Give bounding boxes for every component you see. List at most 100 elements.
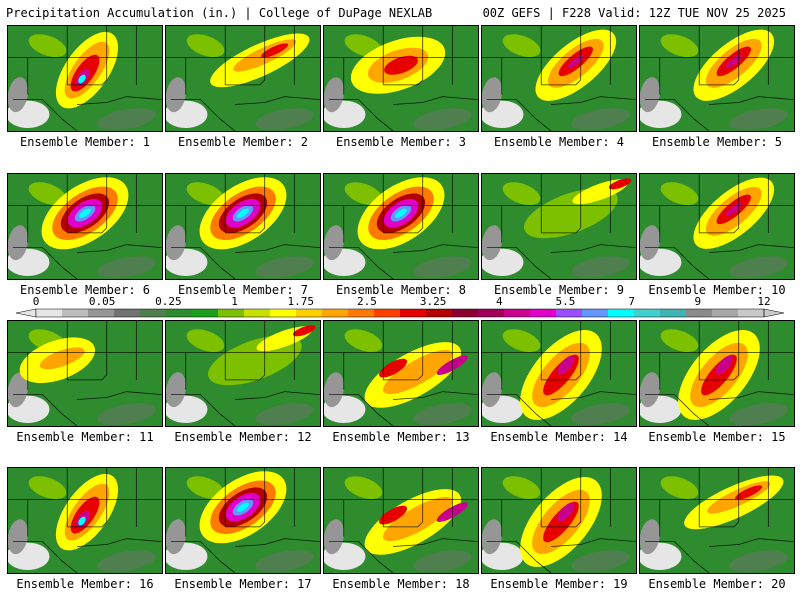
state-boundary-line: [699, 521, 739, 528]
state-boundary-line: [393, 244, 478, 253]
state-boundary-line: [383, 227, 423, 234]
state-boundary-line: [644, 541, 710, 573]
ensemble-member-map: [481, 320, 637, 427]
state-boundary-line: [12, 247, 78, 279]
light-precip-patch: [255, 256, 314, 279]
precipitation-colorbar: 0 0.05 0.25 1 1.75 2.5 3.25 4 5.5 7 9 12: [0, 294, 800, 324]
dry-area-patch: [640, 225, 661, 261]
state-boundary-line: [235, 391, 320, 400]
state-boundary-line: [77, 391, 162, 400]
state-boundary-line: [551, 538, 636, 547]
state-boundary-line: [383, 374, 423, 381]
dry-area-patch: [324, 77, 345, 113]
state-boundary-line: [12, 99, 78, 131]
light-precip-patch: [502, 476, 541, 500]
ensemble-member-map: [323, 467, 479, 574]
precipitation-map: [324, 174, 478, 279]
precip-band: [292, 325, 316, 337]
ensemble-member-label: Ensemble Member: 14: [490, 430, 628, 444]
ensemble-member-map: [639, 320, 795, 427]
light-precip-patch: [28, 182, 67, 206]
ensemble-member-label: Ensemble Member: 19: [490, 577, 628, 591]
colorbar-swatch: [36, 309, 63, 317]
state-boundary-line: [709, 244, 794, 253]
colorbar-tick-label: 3.25: [420, 295, 447, 308]
precip-band: [725, 202, 742, 217]
colorbar-tick-label: 9: [695, 295, 702, 308]
colorbar-swatch: [296, 309, 323, 317]
precipitation-map: [640, 468, 794, 573]
light-precip-patch: [97, 108, 156, 131]
precip-band: [237, 208, 249, 218]
state-boundary-line: [699, 79, 739, 86]
colorbar-swatch: [166, 309, 193, 317]
state-boundary-line: [541, 374, 581, 381]
light-precip-patch: [344, 476, 383, 500]
ensemble-member-label: Ensemble Member: 6: [19, 283, 151, 297]
state-boundary-line: [644, 247, 710, 279]
light-precip-patch: [413, 256, 472, 279]
state-boundary-line: [225, 227, 265, 234]
precip-band: [379, 505, 408, 525]
colorbar-swatch: [348, 309, 375, 317]
dry-area-patch: [8, 519, 29, 555]
state-boundary-line: [383, 521, 423, 528]
state-boundary-line: [551, 391, 636, 400]
ensemble-member-label: Ensemble Member: 16: [16, 577, 154, 591]
state-boundary-line: [67, 521, 107, 528]
ensemble-member-label: Ensemble Member: 20: [648, 577, 786, 591]
light-precip-patch: [413, 403, 472, 426]
state-boundary-line: [225, 374, 265, 381]
ensemble-member-map: [481, 467, 637, 574]
dry-area-patch: [324, 519, 345, 555]
state-boundary-line: [225, 79, 265, 86]
state-boundary-line: [709, 538, 794, 547]
colorbar-swatch: [192, 309, 219, 317]
colorbar-swatch: [88, 309, 115, 317]
light-precip-patch: [571, 403, 630, 426]
dry-area-patch: [166, 372, 187, 408]
colorbar-swatch: [426, 309, 453, 317]
colorbar-swatch: [608, 309, 635, 317]
state-boundary-line: [328, 99, 394, 131]
dry-area-patch: [8, 225, 29, 261]
precip-band: [39, 347, 85, 370]
colorbar-swatch: [270, 309, 297, 317]
precip-band: [608, 178, 632, 190]
ensemble-member-label: Ensemble Member: 9: [493, 283, 625, 297]
state-boundary-line: [644, 99, 710, 131]
ensemble-member-label: Ensemble Member: 12: [174, 430, 312, 444]
state-boundary-line: [551, 244, 636, 253]
precip-band: [567, 54, 584, 69]
precip-band: [78, 74, 86, 84]
state-boundary-line: [551, 96, 636, 105]
colorbar-swatch: [452, 309, 479, 317]
state-boundary-line: [541, 227, 581, 234]
colorbar-min-arrow: [15, 308, 37, 318]
precip-band: [379, 358, 408, 378]
state-boundary-line: [486, 394, 552, 426]
colorbar-swatch: [504, 309, 531, 317]
precip-band: [383, 496, 453, 542]
light-precip-patch: [186, 329, 225, 353]
ensemble-member-label: Ensemble Member: 4: [493, 135, 625, 149]
state-boundary-line: [328, 247, 394, 279]
precipitation-map: [482, 26, 636, 131]
ensemble-member-map: [165, 25, 321, 132]
colorbar-swatch: [712, 309, 739, 317]
light-precip-patch: [186, 34, 225, 58]
precipitation-map: [166, 174, 320, 279]
ensemble-member-label: Ensemble Member: 7: [177, 283, 309, 297]
ensemble-member-label: Ensemble Member: 15: [648, 430, 786, 444]
dry-area-patch: [640, 77, 661, 113]
ensemble-member-label: Ensemble Member: 10: [648, 283, 786, 297]
precip-band: [79, 208, 91, 218]
state-boundary-line: [486, 247, 552, 279]
light-precip-patch: [729, 403, 788, 426]
state-boundary-line: [225, 521, 265, 528]
state-boundary-line: [170, 394, 236, 426]
colorbar-swatch: [686, 309, 713, 317]
state-boundary-line: [393, 538, 478, 547]
precip-band: [715, 355, 733, 375]
ensemble-member-label: Ensemble Member: 1: [19, 135, 151, 149]
